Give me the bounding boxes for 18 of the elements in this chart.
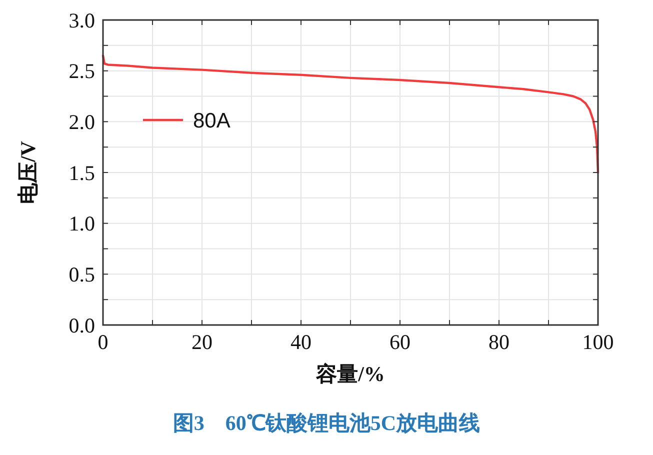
x-axis-title: 容量/%	[315, 362, 385, 386]
x-tick-label: 100	[582, 330, 614, 354]
y-tick-label: 0.5	[68, 262, 95, 287]
text: 0.0	[68, 313, 95, 338]
y-tick-label: 1.0	[68, 212, 95, 236]
x-tick-label: 0	[98, 330, 108, 354]
x-tick-label: 80	[488, 330, 510, 354]
line-series	[102, 54, 600, 174]
y-tick-label: 2.5	[68, 59, 95, 84]
y-tick-label: 1.5	[68, 160, 95, 185]
y-tick-label: 3.0	[68, 8, 95, 32]
legend-label: 80A	[193, 109, 230, 132]
x-tick-label: 20	[192, 330, 212, 354]
x-tick-label: 40	[290, 330, 312, 354]
y-tick-label: 2.0	[68, 110, 95, 134]
caption: 图3 60℃钛酸锂电池5C放电曲线	[172, 411, 480, 435]
y-axis-title: 电压/V	[16, 141, 40, 204]
x-tick-label: 60	[390, 330, 410, 354]
